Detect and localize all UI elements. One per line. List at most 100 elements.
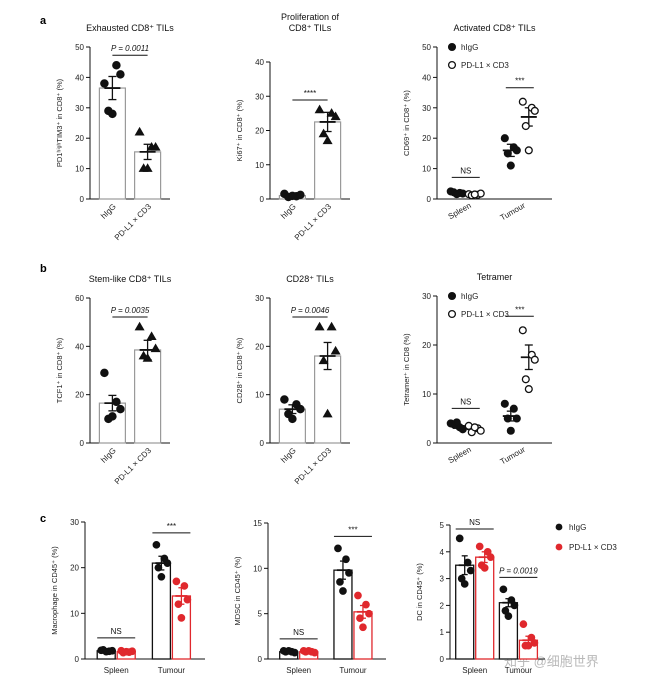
c3-s0-point — [466, 566, 475, 575]
c2-xtick-label: Tumour — [339, 666, 367, 675]
b2-point — [288, 414, 297, 424]
b3-s0-point — [452, 418, 461, 427]
a3-s0-point — [452, 190, 461, 199]
c2-s0-point — [345, 569, 353, 577]
b2-point — [296, 404, 305, 414]
b3-sig-label-0: NS — [460, 397, 471, 406]
c2-s1-point — [354, 591, 362, 600]
c3-legend-marker-0 — [555, 523, 563, 531]
a2-title-line2: CD8⁺ TILs — [289, 23, 332, 33]
a1-ytick-label: 30 — [75, 104, 84, 113]
a1-point — [142, 163, 153, 172]
b1-point — [112, 397, 121, 407]
c3-ylabel: DC in CD45⁺ (%) — [415, 563, 424, 621]
c3-ytick-label: 4 — [440, 548, 445, 557]
a2-bar-1 — [314, 121, 342, 200]
b3-s0-point — [500, 399, 509, 408]
a2-point — [314, 104, 325, 114]
c2-ytick-label: 0 — [258, 655, 263, 664]
a2-ytick-label: 40 — [255, 58, 264, 67]
a3-legend-label-0: hIgG — [461, 43, 478, 52]
a2-xtick-label: PD-L1 × CD3 — [293, 202, 334, 243]
b3-xtick-label: Tumour — [499, 445, 527, 467]
c3-xtick-label: Tumour — [505, 666, 533, 675]
b3-s0-point — [512, 414, 521, 423]
b3-s1-point — [521, 375, 530, 384]
b2-point — [326, 321, 337, 331]
c3-s1-bar-0 — [475, 556, 495, 660]
b2-ytick-label: 20 — [255, 342, 264, 351]
a2-sig-label: **** — [304, 89, 316, 98]
c2-ytick-label: 5 — [258, 610, 263, 619]
c1-sig-label-1: *** — [167, 522, 176, 531]
b3-title: Tetramer — [477, 272, 513, 282]
c3-s0-point — [460, 580, 469, 588]
a3-s0-point — [503, 149, 512, 158]
a3-s1-point — [470, 190, 479, 199]
b3-s1-point — [530, 355, 539, 364]
a2-point — [318, 128, 329, 138]
c2-sig-label-0: NS — [293, 628, 304, 637]
c1-sig-label-0: NS — [111, 627, 122, 636]
b1-ytick-label: 40 — [75, 342, 84, 351]
a3-s1-point — [518, 97, 527, 106]
c3-legend-label-1: PD-L1 × CD3 — [569, 543, 617, 552]
panel-label-b: b — [40, 263, 47, 275]
b1-point — [116, 404, 125, 414]
a2-title: Proliferation of — [281, 12, 340, 22]
b3-sig-label-1: *** — [515, 305, 524, 314]
c3-legend-label-0: hIgG — [569, 523, 586, 532]
b2-xtick-label: PD-L1 × CD3 — [293, 446, 334, 487]
b3-legend-marker-0 — [447, 291, 457, 301]
a2-ytick-label: 30 — [255, 92, 264, 101]
b2-point — [330, 345, 341, 355]
c2-s1-point — [359, 623, 367, 632]
b2-point — [314, 321, 325, 331]
c1-s0-point — [102, 647, 111, 656]
c2-s0-point — [334, 544, 342, 553]
b3-legend-marker-1 — [447, 309, 457, 319]
a3-legend-label-1: PD-L1 × CD3 — [461, 61, 509, 70]
a2-point — [326, 108, 337, 117]
a2-point — [288, 191, 297, 201]
a1-ytick-label: 10 — [75, 165, 84, 174]
c1-ytick-label: 30 — [70, 518, 79, 527]
a1-xtick-label: PD-L1 × CD3 — [113, 202, 154, 243]
b1-point — [142, 353, 153, 362]
a1-ylabel: PD1ʰⁱᵍʰTIM3⁺ in CD8⁺ (%) — [55, 78, 64, 167]
b2-sig-label: P = 0.0046 — [291, 306, 330, 315]
a1-title: Exhausted CD8⁺ TILs — [86, 23, 174, 33]
a3-sig-label-1: *** — [515, 77, 524, 86]
c2-s0-point — [336, 578, 344, 586]
a1-point — [116, 70, 125, 79]
b1-point — [108, 412, 117, 421]
b3-legend-label-0: hIgG — [461, 292, 478, 301]
a3-ytick-label: 0 — [427, 195, 432, 204]
c3-s0-point — [510, 601, 519, 610]
b2-ylabel: CD28⁺ in CD8⁺ (%) — [235, 337, 244, 403]
c3-s1-point — [486, 553, 495, 562]
a3-xtick-label: Spleen — [447, 201, 473, 221]
a1-point — [112, 60, 121, 70]
a3-s0-point — [500, 134, 509, 143]
c1-s0-point — [163, 559, 172, 567]
b3-s0-point — [503, 414, 512, 423]
b3-s1-point — [470, 423, 479, 432]
b3-s1-point — [476, 426, 485, 435]
a2-ytick-label: 0 — [260, 195, 265, 204]
c1-ytick-label: 20 — [70, 564, 79, 573]
c2-ytick-label: 15 — [253, 519, 262, 528]
c1-s1-point — [174, 600, 183, 609]
c3-xtick-label: Spleen — [462, 666, 487, 675]
c3-ytick-label: 0 — [440, 655, 445, 664]
b3-xtick-label: Spleen — [447, 445, 473, 465]
c1-s0-point — [154, 563, 163, 572]
a1-ytick-label: 0 — [80, 195, 85, 204]
c3-ytick-label: 3 — [440, 575, 445, 584]
a1-point — [100, 79, 109, 88]
c3-ytick-label: 5 — [440, 521, 445, 530]
b3-ytick-label: 10 — [422, 390, 431, 399]
a3-legend-marker-1 — [447, 60, 457, 70]
a3-ytick-label: 30 — [422, 104, 431, 113]
